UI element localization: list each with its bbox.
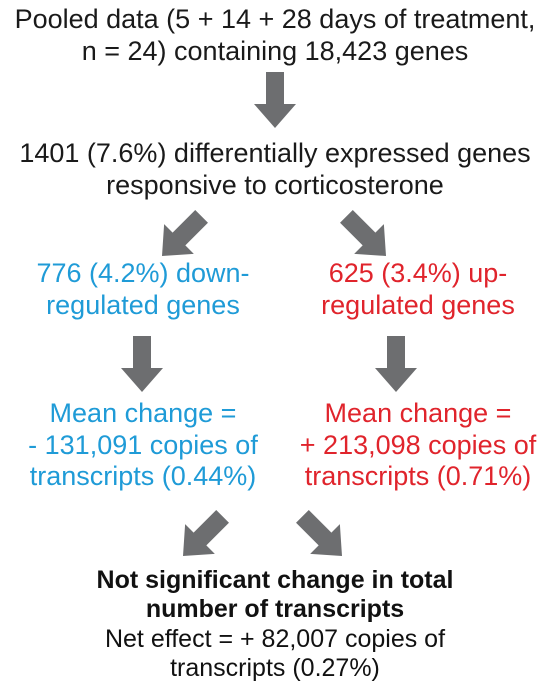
pooled-data-line-2: n = 24) containing 18,423 genes bbox=[81, 35, 469, 66]
result-box: Not significant change in total number o… bbox=[0, 566, 550, 683]
arrow-down-to-change-icon bbox=[121, 336, 163, 392]
down-mean-change-line-1: Mean change = bbox=[49, 398, 237, 428]
arrow-up-to-result-icon bbox=[287, 501, 357, 571]
result-heading-line-2: number of transcripts bbox=[145, 595, 405, 624]
net-effect-line-2: transcripts (0.27%) bbox=[170, 653, 380, 682]
differential-genes-line-2: responsive to corticosterone bbox=[106, 169, 444, 200]
down-mean-change-line-2: - 131,091 copies of bbox=[28, 429, 258, 460]
up-regulated-box: 625 (3.4%) up- regulated genes bbox=[286, 258, 550, 321]
arrow-pooled-to-deg-icon bbox=[254, 72, 296, 128]
down-mean-change-box: Mean change = - 131,091 copies of transc… bbox=[0, 398, 286, 493]
differential-genes-line-1: 1401 (7.6%) differentially expressed gen… bbox=[19, 138, 531, 168]
up-regulated-line-2: regulated genes bbox=[321, 289, 515, 320]
down-regulated-line-1: 776 (4.2%) down- bbox=[36, 258, 250, 288]
down-regulated-box: 776 (4.2%) down- regulated genes bbox=[0, 258, 286, 321]
down-mean-change-line-3: transcripts (0.44%) bbox=[29, 461, 257, 492]
up-mean-change-box: Mean change = + 213,098 copies of transc… bbox=[286, 398, 550, 493]
up-mean-change-line-1: Mean change = bbox=[324, 398, 512, 428]
down-regulated-line-2: regulated genes bbox=[46, 289, 240, 320]
pooled-data-box: Pooled data (5 + 14 + 28 days of treatme… bbox=[0, 4, 550, 67]
arrow-down-to-result-icon bbox=[168, 501, 238, 571]
arrow-up-to-change-icon bbox=[375, 336, 417, 392]
differential-genes-box: 1401 (7.6%) differentially expressed gen… bbox=[0, 138, 550, 201]
up-mean-change-line-3: transcripts (0.71%) bbox=[304, 461, 532, 492]
result-heading: Not significant change in total number o… bbox=[0, 566, 550, 625]
result-heading-line-1: Not significant change in total bbox=[96, 566, 454, 594]
up-regulated-line-1: 625 (3.4%) up- bbox=[328, 258, 508, 288]
pooled-data-line-1: Pooled data (5 + 14 + 28 days of treatme… bbox=[14, 4, 536, 34]
net-effect-line-1: Net effect = + 82,007 copies of bbox=[104, 624, 446, 653]
up-mean-change-line-2: + 213,098 copies of bbox=[299, 429, 537, 460]
